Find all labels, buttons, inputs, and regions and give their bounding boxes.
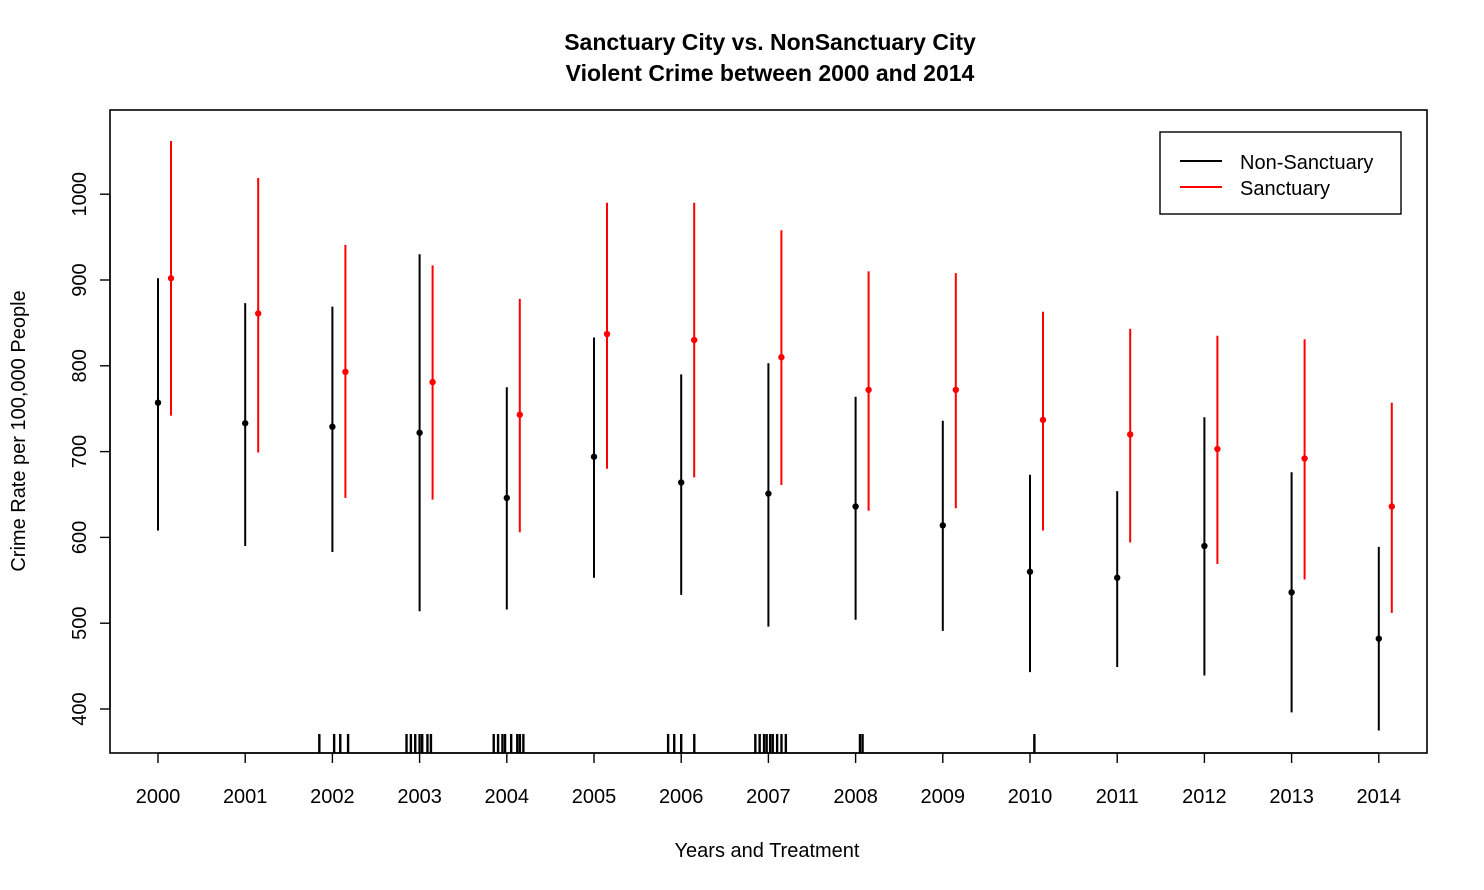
point-1-2011 [1127, 431, 1134, 438]
x-tick-label-2007: 2007 [746, 786, 791, 808]
point-0-2012 [1201, 542, 1208, 550]
point-1-2003 [429, 378, 436, 386]
point-1-2014 [1388, 503, 1396, 510]
point-0-2001 [242, 420, 249, 427]
x-axis: 2000 2001 2002 2003 2004 2005 2006 2007 2008 2009… [136, 752, 1402, 808]
point-0-2011 [1114, 574, 1121, 581]
y-axis-label: Crime Rate per 100,000 People [8, 290, 30, 571]
x-tick-label-2000: 2000 [136, 786, 181, 808]
series-non-sanctuary [154, 254, 1383, 731]
point-0-2010 [1026, 568, 1034, 575]
point-0-2014 [1375, 635, 1383, 642]
rug-layer [318, 734, 1036, 753]
legend-label-non-sanctuary: Non-Sanctuary [1240, 152, 1373, 174]
chart-title-line1: Sanctuary City vs. NonSanctuary City [564, 29, 976, 55]
y-tick-label-900: 900 [69, 263, 91, 296]
x-tick-label-2002: 2002 [310, 786, 355, 808]
y-tick-label-500: 500 [69, 607, 91, 640]
x-tick-label-2012: 2012 [1182, 786, 1227, 808]
point-0-2005 [590, 453, 598, 460]
x-tick-label-2010: 2010 [1008, 786, 1053, 808]
y-tick-label-800: 800 [69, 349, 91, 382]
y-axis: 400 500 600 700 800 900 1000 [69, 172, 111, 726]
x-tick-label-2011: 2011 [1096, 786, 1139, 808]
y-tick-label-1000: 1000 [69, 172, 91, 217]
x-tick-label-2008: 2008 [833, 786, 878, 808]
chart-title-line2: Violent Crime between 2000 and 2014 [566, 60, 975, 86]
point-1-2002 [342, 368, 349, 376]
x-tick-label-2001: 2001 [223, 786, 268, 808]
point-1-2001 [255, 310, 262, 317]
x-tick-label-2003: 2003 [397, 786, 442, 808]
legend-label-sanctuary: Sanctuary [1240, 178, 1330, 200]
legend-box [1159, 131, 1402, 215]
point-1-2013 [1301, 455, 1308, 462]
point-1-2000 [167, 275, 175, 282]
y-tick-label-600: 600 [69, 521, 91, 554]
x-tick-label-2014: 2014 [1357, 786, 1402, 808]
point-1-2007 [778, 354, 785, 361]
series-sanctuary [167, 141, 1396, 613]
point-0-2003 [416, 429, 423, 436]
point-1-2005 [603, 330, 611, 338]
point-0-2007 [765, 490, 772, 497]
series-layer [154, 141, 1396, 731]
point-1-2009 [952, 386, 959, 394]
x-tick-label-2004: 2004 [485, 786, 530, 808]
x-tick-label-2006: 2006 [659, 786, 704, 808]
y-tick-label-400: 400 [69, 692, 91, 725]
point-0-2004 [503, 494, 510, 502]
x-tick-label-2009: 2009 [921, 786, 966, 808]
point-0-2013 [1288, 589, 1295, 596]
y-tick-label-700: 700 [69, 435, 91, 468]
point-1-2004 [516, 411, 523, 418]
point-1-2006 [691, 336, 698, 344]
x-tick-label-2005: 2005 [572, 786, 617, 808]
point-0-2009 [939, 522, 946, 529]
point-0-2000 [154, 399, 162, 406]
point-0-2006 [678, 479, 685, 486]
x-axis-label: Years and Treatment [675, 840, 860, 862]
x-tick-label-2013: 2013 [1269, 786, 1314, 808]
point-0-2002 [329, 423, 336, 430]
point-0-2008 [852, 503, 859, 510]
point-1-2010 [1039, 416, 1047, 424]
point-1-2012 [1214, 445, 1221, 453]
legend: Non-Sanctuary Sanctuary [1159, 131, 1402, 215]
point-1-2008 [865, 386, 872, 394]
